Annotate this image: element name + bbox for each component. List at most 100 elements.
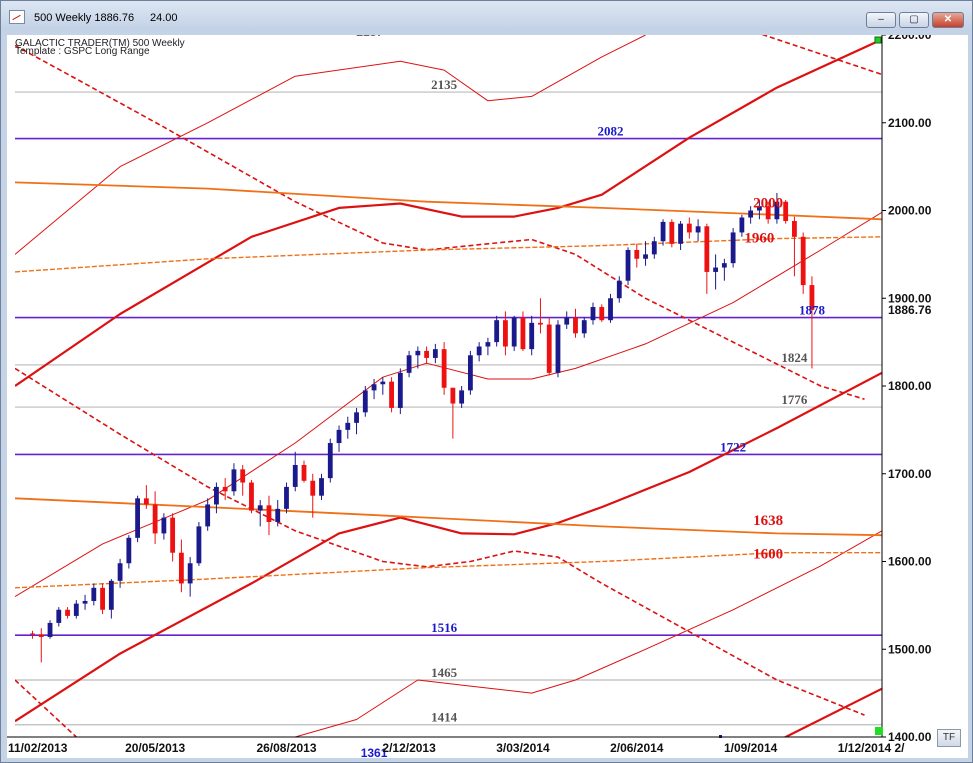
- level-label-1414: 1414: [431, 710, 458, 725]
- candle-body: [511, 317, 517, 347]
- y-tick-label: 2200.00: [888, 35, 932, 42]
- candle-body: [301, 464, 307, 481]
- band-upper-red-dashed: [15, 44, 865, 400]
- candle-body: [800, 236, 806, 286]
- candle-body: [467, 355, 473, 391]
- close-button[interactable]: ✕: [932, 12, 964, 28]
- candle-body: [651, 241, 657, 255]
- x-tick-label: 2/06/2014: [610, 741, 664, 755]
- level-label-1960: 1960: [744, 231, 774, 247]
- candle-body: [625, 249, 631, 281]
- y-tick-label: 2100.00: [888, 116, 932, 130]
- candle-body: [503, 320, 508, 347]
- candle-body: [126, 537, 132, 564]
- candle-body: [730, 232, 736, 264]
- candle-body: [704, 226, 710, 272]
- candle-body: [529, 322, 535, 350]
- y-tick-label: 1400.00: [888, 730, 932, 744]
- window-title-value: 24.00: [150, 12, 178, 24]
- candle-body: [345, 422, 351, 430]
- candle-body: [765, 206, 771, 220]
- y-tick-label: 1900.00: [888, 291, 932, 305]
- candle-body: [362, 390, 368, 413]
- candle-body: [178, 552, 184, 584]
- band-lower-red-solid: [15, 371, 882, 723]
- candle-body: [590, 307, 596, 321]
- level-label-partial-top: 2187: [356, 35, 383, 39]
- title-bar[interactable]: 500 Weekly 1886.76 24.00 – ▢ ✕: [1, 1, 972, 31]
- candle-body: [476, 346, 482, 356]
- candle-body: [739, 217, 745, 233]
- level-label-1776: 1776: [781, 392, 808, 407]
- candle-body: [380, 381, 386, 385]
- candle-body: [284, 486, 289, 509]
- y-tick-label: 1800.00: [888, 379, 932, 393]
- minimize-button[interactable]: –: [866, 12, 896, 28]
- candle-body: [756, 206, 762, 211]
- candle-body: [82, 600, 88, 604]
- level-label-2000: 2000: [753, 196, 783, 212]
- candle-body: [187, 563, 193, 584]
- level-label-1516: 1516: [431, 620, 458, 635]
- candle-body: [135, 498, 141, 538]
- candle-body: [748, 210, 754, 218]
- band-orange-lower-dashed: [15, 552, 882, 589]
- candle-body: [231, 469, 237, 492]
- candle-body: [108, 580, 114, 610]
- candle-body: [669, 221, 675, 244]
- candle-body: [721, 263, 727, 268]
- candle-body: [774, 201, 780, 220]
- candle-body: [432, 349, 438, 358]
- maximize-button[interactable]: ▢: [899, 12, 929, 28]
- level-label-1824: 1824: [781, 350, 808, 365]
- chart-app-icon[interactable]: [9, 10, 25, 24]
- candle-body: [292, 464, 298, 487]
- band-orange-upper: [15, 181, 882, 221]
- chart-canvas[interactable]: 2135 2082 2000 1960 1878 1824 1776 1722 1638 1600…: [7, 35, 968, 758]
- candle-body: [30, 633, 35, 635]
- top-marker: [874, 36, 882, 44]
- candle-body: [354, 412, 359, 423]
- timeframe-button[interactable]: TF: [937, 729, 961, 747]
- candle-body: [494, 320, 500, 343]
- x-tick-label: 1/12/2014: [838, 741, 892, 755]
- current-price-label: 1886.76: [888, 303, 932, 317]
- candle-body: [249, 482, 254, 511]
- band-upper-red-thin: [15, 35, 646, 255]
- price-chart[interactable]: 2135 2082 2000 1960 1878 1824 1776 1722 1638 1600…: [7, 35, 968, 758]
- x-tick-label: 1/09/2014: [724, 741, 778, 755]
- y-tick-label: 1500.00: [888, 642, 932, 656]
- candle-body: [520, 317, 526, 350]
- candle-body: [56, 609, 62, 623]
- level-label-partial-bottom: 1361: [361, 746, 388, 758]
- candle-body: [599, 307, 605, 321]
- candle-body: [573, 317, 578, 334]
- chart-header-template: Template : GSPC Long Range: [15, 46, 150, 57]
- candle-body: [397, 372, 403, 408]
- candle-body: [441, 349, 447, 388]
- candle-body: [240, 469, 246, 483]
- candle-body: [485, 342, 491, 347]
- candle-body: [222, 486, 228, 492]
- candle-body: [581, 320, 587, 334]
- level-label-1722: 1722: [720, 439, 746, 454]
- candle-body: [205, 504, 211, 527]
- x-tick-label: 2/: [895, 741, 906, 755]
- level-label-1878: 1878: [799, 303, 826, 318]
- candle-body: [608, 298, 613, 321]
- candle-body: [117, 563, 123, 581]
- candle-body: [450, 387, 456, 404]
- candle-body: [143, 498, 149, 505]
- x-tick-label: 11/02/2013: [8, 741, 68, 755]
- band-mid-red-thin: [15, 211, 882, 598]
- band-lower-red-dashed: [15, 367, 865, 716]
- y-tick-label: 1600.00: [888, 555, 932, 569]
- y-tick-label: 2000.00: [888, 204, 932, 218]
- candle-body: [564, 317, 570, 325]
- candle-body: [170, 517, 176, 553]
- bottom-marker: [875, 727, 883, 735]
- candle-body: [389, 381, 394, 408]
- level-label-2082: 2082: [598, 124, 624, 139]
- level-label-1600: 1600: [753, 547, 783, 563]
- x-tick-label: 20/05/2013: [125, 741, 185, 755]
